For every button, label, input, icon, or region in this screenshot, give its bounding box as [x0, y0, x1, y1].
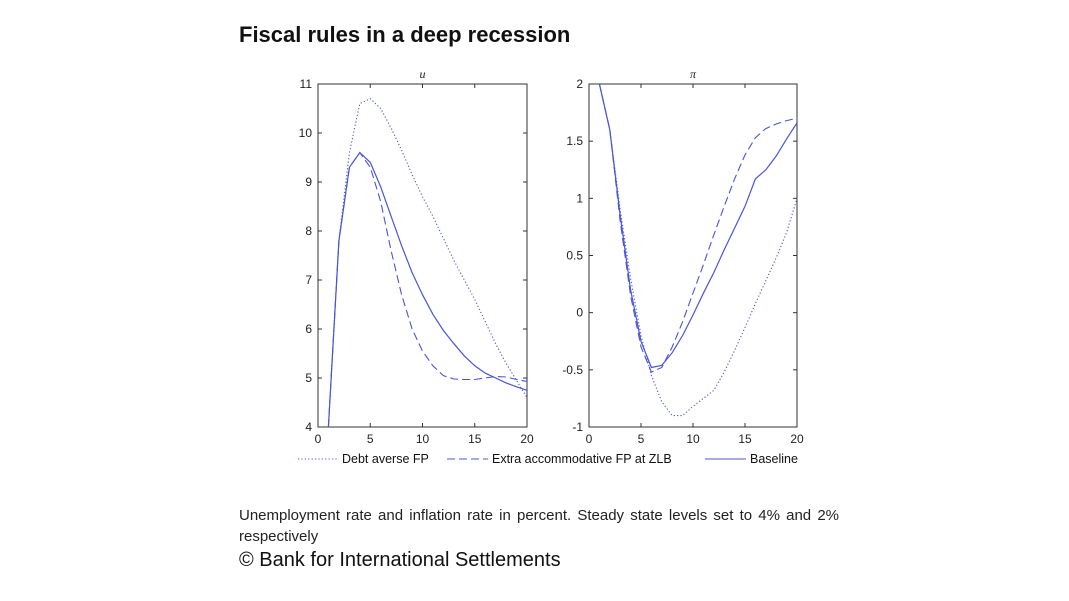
- unemployment-panel: u 0 5 10 15 20 4 5 6 7 8 9 10 11: [299, 67, 534, 446]
- y-tick-label: 5: [305, 371, 312, 385]
- y-tick-label: 10: [299, 126, 313, 140]
- x-tick-label: 15: [738, 432, 752, 446]
- x-tick-label: 0: [586, 432, 593, 446]
- series-line-baseline: [598, 83, 798, 369]
- y-tick-label: 1: [576, 191, 583, 205]
- series-line-debt-averse-fp: [327, 98, 528, 428]
- y-tick-label: 8: [305, 224, 312, 238]
- plot-area: [317, 83, 528, 428]
- y-tick-label: 0.5: [566, 249, 583, 263]
- x-tick-label: 0: [315, 432, 322, 446]
- series-line-extra-accommodative-fp-at-zlb: [598, 83, 798, 373]
- y-tick-label: 1.5: [566, 134, 583, 148]
- y-tick-label: 4: [305, 420, 312, 434]
- y-tick-label: 2: [576, 77, 583, 91]
- slide-title: Fiscal rules in a deep recession: [239, 22, 571, 47]
- x-tick-label: 5: [367, 432, 374, 446]
- y-tick-label: -1: [572, 420, 583, 434]
- x-tick-label: 15: [468, 432, 482, 446]
- y-tick-label: 7: [305, 273, 312, 287]
- y-tick-label: 0: [576, 306, 583, 320]
- x-tick-label: 20: [520, 432, 534, 446]
- y-tick-label: 9: [305, 175, 312, 189]
- y-tick-label: -0.5: [562, 363, 583, 377]
- y-tick-label: 6: [305, 322, 312, 336]
- x-tick-label: 5: [638, 432, 645, 446]
- x-tick-label: 10: [416, 432, 430, 446]
- copyright-notice: © Bank for International Settlements: [239, 549, 561, 571]
- series-line-baseline: [327, 151, 528, 428]
- panel-title: π: [690, 67, 697, 81]
- legend-label-debt-averse-fp: Debt averse FP: [342, 452, 429, 466]
- figure-caption: Unemployment rate and inflation rate in …: [239, 507, 839, 545]
- plot-area: [588, 83, 798, 428]
- chart-legend: Debt averse FP Extra accommodative FP at …: [298, 452, 798, 466]
- legend-label-baseline: Baseline: [750, 452, 798, 466]
- inflation-panel: π 0 5 10 15 20 -1 -0.5 0 0.5 1 1.5 2: [562, 67, 804, 446]
- x-tick-label: 20: [790, 432, 804, 446]
- y-tick-label: 11: [300, 77, 313, 91]
- legend-label-extra-accommodative-fp-at-zlb: Extra accommodative FP at ZLB: [492, 452, 672, 466]
- panel-title: u: [420, 67, 426, 81]
- x-tick-label: 10: [686, 432, 700, 446]
